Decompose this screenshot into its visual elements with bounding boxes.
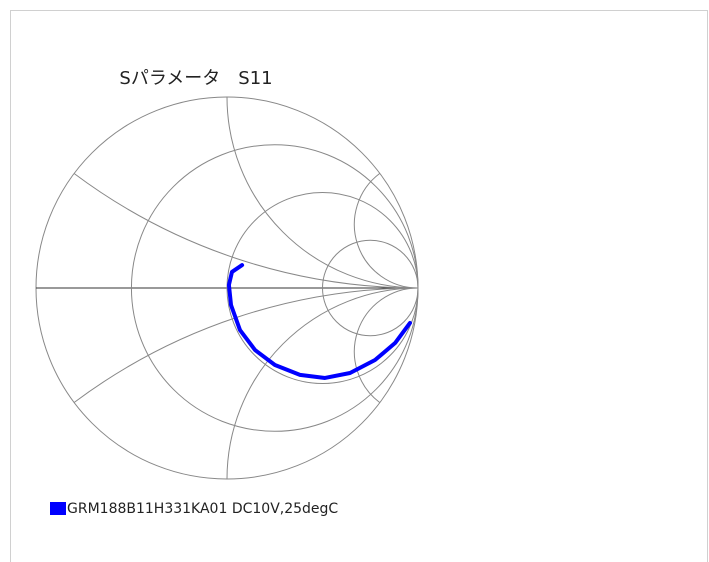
chart-title: Sパラメータ S11 <box>119 68 272 89</box>
legend-swatch <box>50 502 66 515</box>
series-line <box>226 263 412 380</box>
reactance-arc <box>353 287 419 403</box>
frame <box>10 10 708 562</box>
reactance-arc <box>226 287 419 480</box>
reactance-arc <box>353 173 419 289</box>
reactance-arc <box>226 96 419 289</box>
legend-label: GRM188B11H331KA01 DC10V,25degC <box>67 501 338 517</box>
reactance-arc <box>73 173 419 289</box>
